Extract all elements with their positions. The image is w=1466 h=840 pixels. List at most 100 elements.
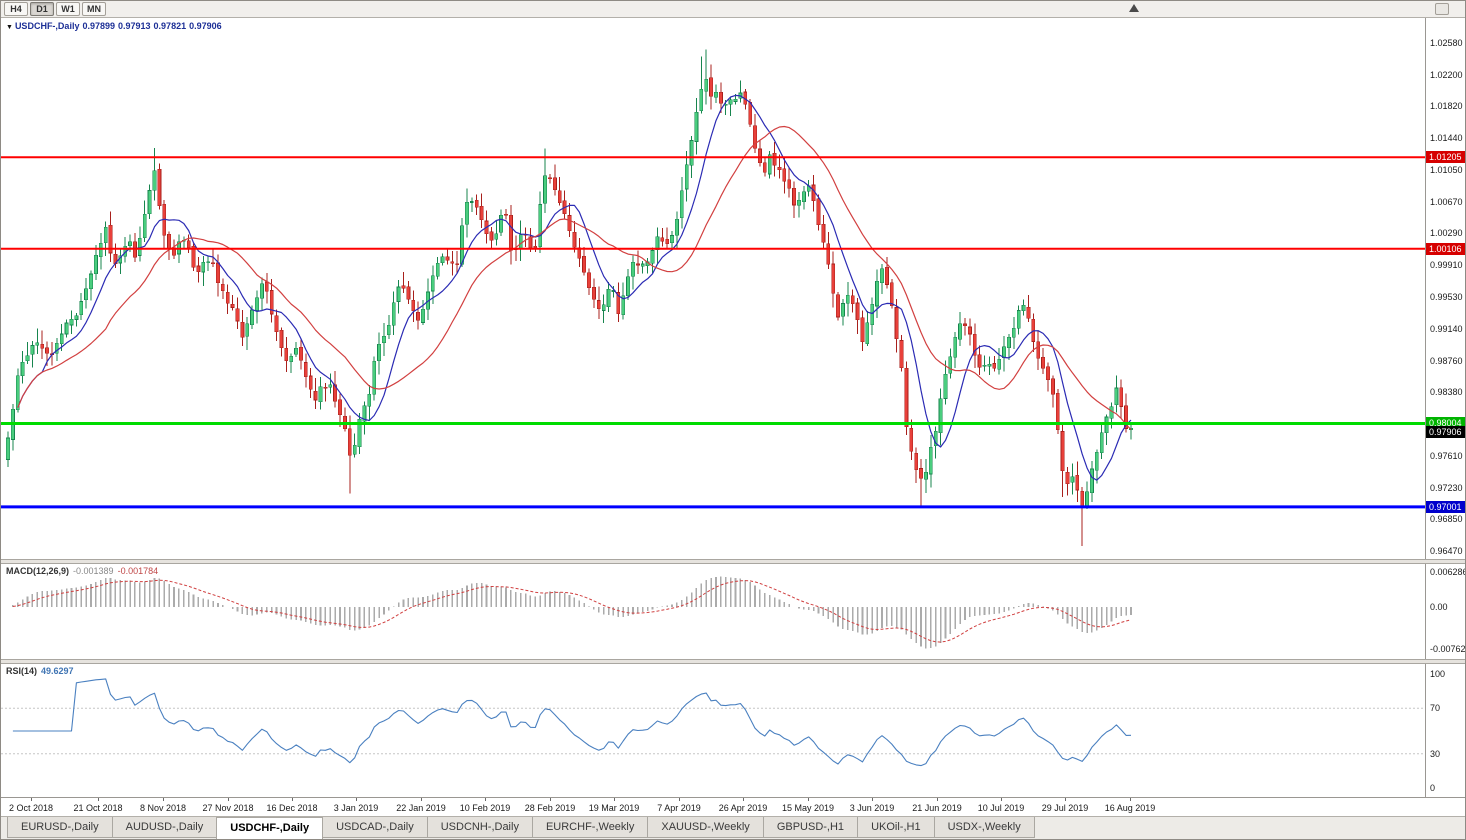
time-tick (743, 798, 744, 801)
time-axis-label: 7 Apr 2019 (657, 803, 701, 813)
price-tick-label: 0.96850 (1430, 514, 1463, 525)
time-tick (31, 798, 32, 801)
price-level-label: 0.97001 (1426, 500, 1465, 513)
price-tick-label: 0.97610 (1430, 451, 1463, 462)
pane-splitter[interactable] (1, 659, 1465, 664)
price-tick-label: 1.01820 (1430, 101, 1463, 112)
time-axis-label: 3 Jan 2019 (333, 803, 379, 813)
macd-tick-label: 0.00 (1430, 601, 1448, 612)
time-axis-label: 27 Nov 2018 (202, 803, 254, 813)
dropdown-triangle-icon[interactable]: ▼ (6, 24, 13, 31)
price-axis[interactable]: 1.02580 1.02200 1.01820 1.01440 1.01050 1.006… (1425, 18, 1465, 559)
time-axis-label: 22 Jan 2019 (396, 803, 446, 813)
chart-tab-eurusd[interactable]: EURUSD-,Daily (7, 817, 113, 838)
price-tick-label: 0.99910 (1430, 259, 1463, 270)
macd-value-2: -0.001784 (117, 566, 159, 576)
timeframe-buttons-group: H4 D1 W1 MN (4, 2, 106, 16)
level-lines (1, 156, 1425, 509)
time-axis-label: 19 Mar 2019 (588, 803, 640, 813)
time-tick (421, 798, 422, 801)
rsi-levels (1, 707, 1425, 755)
time-axis-label: 8 Nov 2018 (139, 803, 187, 813)
chart-shift-marker-icon[interactable] (1129, 4, 1139, 12)
time-tick (614, 798, 615, 801)
time-tick (292, 798, 293, 801)
time-axis-label: 15 May 2019 (781, 803, 835, 813)
price-tick-label: 1.02200 (1430, 69, 1463, 80)
main-chart-pane: ▼ USDCHF-,Daily 0.97899 0.97913 0.97821 0.979… (1, 18, 1465, 559)
price-tick-label: 1.01440 (1430, 132, 1463, 143)
chart-tabs-bar: EURUSD-,Daily AUDUSD-,Daily USDCHF-,Daily U… (1, 816, 1465, 839)
chart-tab-gbpusd[interactable]: GBPUSD-,H1 (762, 817, 859, 838)
chart-tab-usdcnh[interactable]: USDCNH-,Daily (426, 817, 533, 838)
time-tick (98, 798, 99, 801)
time-axis-label: 10 Jul 2019 (977, 803, 1025, 813)
timeframe-button-mn[interactable]: MN (82, 2, 106, 16)
chart-tab-usdcad[interactable]: USDCAD-,Daily (322, 817, 428, 838)
time-tick (679, 798, 680, 801)
price-tick-label: 1.02580 (1430, 38, 1463, 48)
time-tick (356, 798, 357, 801)
ma-slow-line (17, 125, 1132, 431)
time-axis[interactable]: 2 Oct 2018 21 Oct 2018 8 Nov 2018 27 Nov 20… (1, 797, 1465, 816)
ohlc-close: 0.97906 (189, 21, 222, 31)
price-tick-label: 0.96470 (1430, 546, 1463, 556)
macd-pane: MACD(12,26,9) -0.001389 -0.001784 0.006286… (1, 564, 1466, 659)
timeframe-button-w1[interactable]: W1 (56, 2, 80, 16)
rsi-value: 49.6297 (41, 666, 74, 676)
macd-chart[interactable] (1, 564, 1425, 659)
chart-symbol-header: ▼ USDCHF-,Daily 0.97899 0.97913 0.97821 0.979… (6, 21, 225, 31)
chart-tab-xauusd[interactable]: XAUUSD-,Weekly (647, 817, 764, 838)
rsi-tick-label: 70 (1430, 703, 1441, 714)
candles-layer (6, 49, 1133, 546)
time-axis-label: 16 Aug 2019 (1104, 803, 1156, 813)
chart-tab-usdx[interactable]: USDX-,Weekly (933, 817, 1035, 838)
macd-header: MACD(12,26,9) -0.001389 -0.001784 (6, 566, 158, 576)
chart-tab-ukoil[interactable]: UKOil-,H1 (857, 817, 935, 838)
macd-tick-label: -0.00762 (1430, 644, 1466, 655)
timeframe-button-h4[interactable]: H4 (4, 2, 28, 16)
price-level-label: 1.01205 (1426, 151, 1465, 164)
price-tick-label: 1.01050 (1430, 165, 1463, 176)
time-axis-label: 21 Oct 2018 (73, 803, 123, 813)
time-tick (228, 798, 229, 801)
pane-splitter[interactable] (1, 559, 1465, 564)
price-tick-label: 0.98760 (1430, 355, 1463, 366)
time-axis-label: 26 Apr 2019 (718, 803, 768, 813)
window-corner-button[interactable] (1435, 3, 1449, 15)
ohlc-high: 0.97913 (118, 21, 151, 31)
time-axis-label: 21 Jun 2019 (912, 803, 962, 813)
rsi-tick-label: 30 (1430, 748, 1441, 759)
price-tick-label: 1.00290 (1430, 228, 1463, 239)
candlestick-chart[interactable] (1, 18, 1425, 559)
current-price-label: 0.97906 (1426, 425, 1465, 438)
macd-value-1: -0.001389 (73, 566, 114, 576)
rsi-chart[interactable] (1, 664, 1425, 797)
price-level-label: 1.00106 (1426, 242, 1465, 255)
time-tick (1001, 798, 1002, 801)
time-axis-label: 16 Dec 2018 (266, 803, 318, 813)
time-tick (808, 798, 809, 801)
macd-tick-label: 0.006286 (1430, 566, 1466, 577)
time-tick (1065, 798, 1066, 801)
chart-tab-audusd[interactable]: AUDUSD-,Daily (111, 817, 218, 838)
ma-fast-line (17, 94, 1132, 481)
ohlc-low: 0.97821 (153, 21, 187, 31)
rsi-tick-label: 0 (1430, 783, 1436, 793)
macd-axis[interactable]: 0.006286 0.00 -0.00762 (1425, 564, 1466, 659)
time-tick (550, 798, 551, 801)
chart-tab-eurchf[interactable]: EURCHF-,Weekly (531, 817, 649, 838)
price-tick-label: 0.98380 (1430, 387, 1463, 398)
ohlc-open: 0.97899 (82, 21, 115, 31)
macd-signal-line (12, 579, 1132, 643)
chart-tab-usdchf[interactable]: USDCHF-,Daily (216, 817, 324, 839)
rsi-tick-label: 100 (1430, 669, 1446, 679)
timeframe-button-d1[interactable]: D1 (30, 2, 54, 16)
timeframe-toolbar: H4 D1 W1 MN (1, 1, 1465, 18)
time-tick (163, 798, 164, 801)
price-tick-label: 0.97230 (1430, 482, 1463, 493)
macd-histogram (12, 576, 1132, 649)
time-tick (1130, 798, 1131, 801)
rsi-axis[interactable]: 100 70 30 0 (1425, 664, 1465, 797)
